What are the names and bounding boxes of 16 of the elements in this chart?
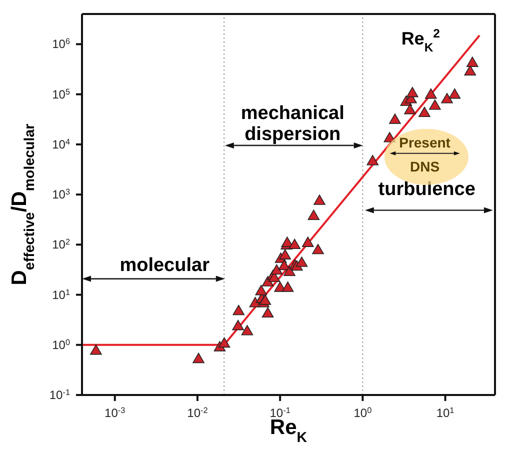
y-tick-label: 10$^{6}$ <box>52 36 70 52</box>
y-tick-label: 10$^{3}$ <box>52 187 70 202</box>
y-tick-label: 10$^{1}$ <box>52 287 70 302</box>
y-tick-label: 10$^{-1}$ <box>49 388 70 402</box>
x-tick-label: 10$^{1}$ <box>436 406 455 420</box>
x-tick-label: 10$^{-2}$ <box>187 406 208 420</box>
annotation: molecular <box>120 255 210 276</box>
annotation: turbulence <box>378 178 476 200</box>
x-tick-label: 10$^{-3}$ <box>104 406 126 420</box>
x-tick-label: 10$^{0}$ <box>354 406 372 420</box>
y-tick-label: 10$^{2}$ <box>52 237 70 252</box>
annotation: Present DNS <box>399 134 451 174</box>
y-tick-label: 10$^{0}$ <box>52 337 70 352</box>
annotation: mechanical dispersion <box>240 102 344 145</box>
y-tick-label: 10$^{4}$ <box>52 136 70 152</box>
y-tick-label: 10$^{5}$ <box>52 86 70 102</box>
